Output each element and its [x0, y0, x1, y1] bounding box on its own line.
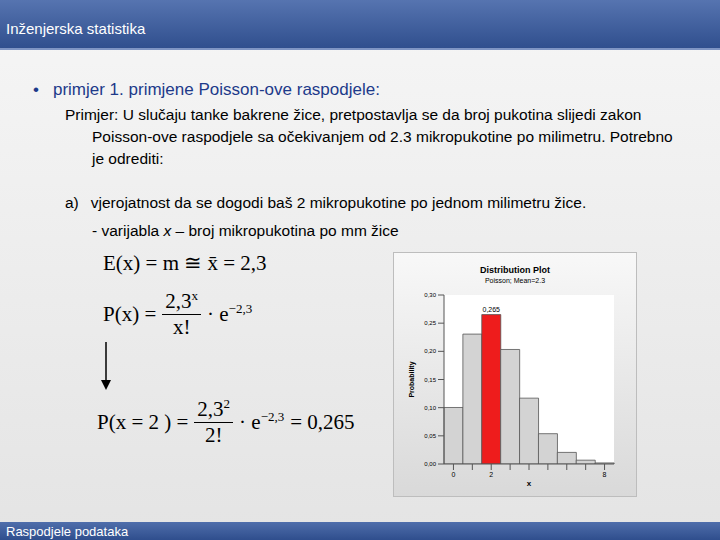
svg-text:0,265: 0,265 — [483, 306, 501, 313]
html-text:E(x) = m ≅ x̄ = 2,3: E(x) = m ≅ x̄ = 2,3 — [103, 251, 267, 275]
svg-text:0,05: 0,05 — [424, 433, 436, 439]
svg-text:0,15: 0,15 — [424, 377, 436, 383]
svg-text:0,25: 0,25 — [424, 320, 436, 326]
html-text:Inženjerska statistika: Inženjerska statistika — [6, 20, 146, 37]
html-text:· e−2,3: · e−2,3 — [207, 301, 253, 326]
html-text:primjer 1. primjene Poisson-ov: primjer 1. primjene Poisson-ove raspodje… — [53, 80, 380, 99]
html-text:Poisson; Mean=2.3: Poisson; Mean=2.3 — [484, 277, 546, 284]
svg-text:0,00: 0,00 — [424, 461, 436, 467]
html-text:2: 2 — [223, 396, 231, 411]
html-text:x!: x! — [172, 315, 191, 339]
html-text:· e−2,3 = 0,265: · e−2,3 = 0,265 — [239, 409, 355, 434]
svg-text:x: x — [527, 479, 532, 488]
svg-text:2: 2 — [489, 471, 493, 478]
html-text:2!: 2! — [205, 423, 223, 447]
svg-text:0,30: 0,30 — [424, 292, 436, 298]
html-text:P(x = 2 ) = 2,3: P(x = 2 ) = 2,3 — [97, 397, 224, 434]
html-text:- varijabla x – broj mikropuko: - varijabla x – broj mikropukotina po mm… — [92, 222, 399, 239]
svg-text:0,10: 0,10 — [424, 405, 436, 411]
html-text:P(x) = 2,3x: P(x) = 2,3x — [103, 288, 198, 326]
svg-text:0: 0 — [451, 471, 455, 478]
html-text:Primjer: U slučaju tanke bakre: Primjer: U slučaju tanke bakrene žice, p… — [65, 106, 673, 167]
svg-text:0,20: 0,20 — [424, 348, 436, 354]
html-text:a): a) — [65, 194, 79, 211]
html-text:Distribution Plot: Distribution Plot — [480, 265, 550, 275]
svg-text:8: 8 — [603, 471, 607, 478]
html-text:Raspodjele podataka: Raspodjele podataka — [6, 524, 129, 539]
svg-text:Probability: Probability — [408, 361, 416, 397]
html-text:vjerojatnost da se dogodi baš: vjerojatnost da se dogodi baš 2 mikropuk… — [90, 194, 587, 211]
